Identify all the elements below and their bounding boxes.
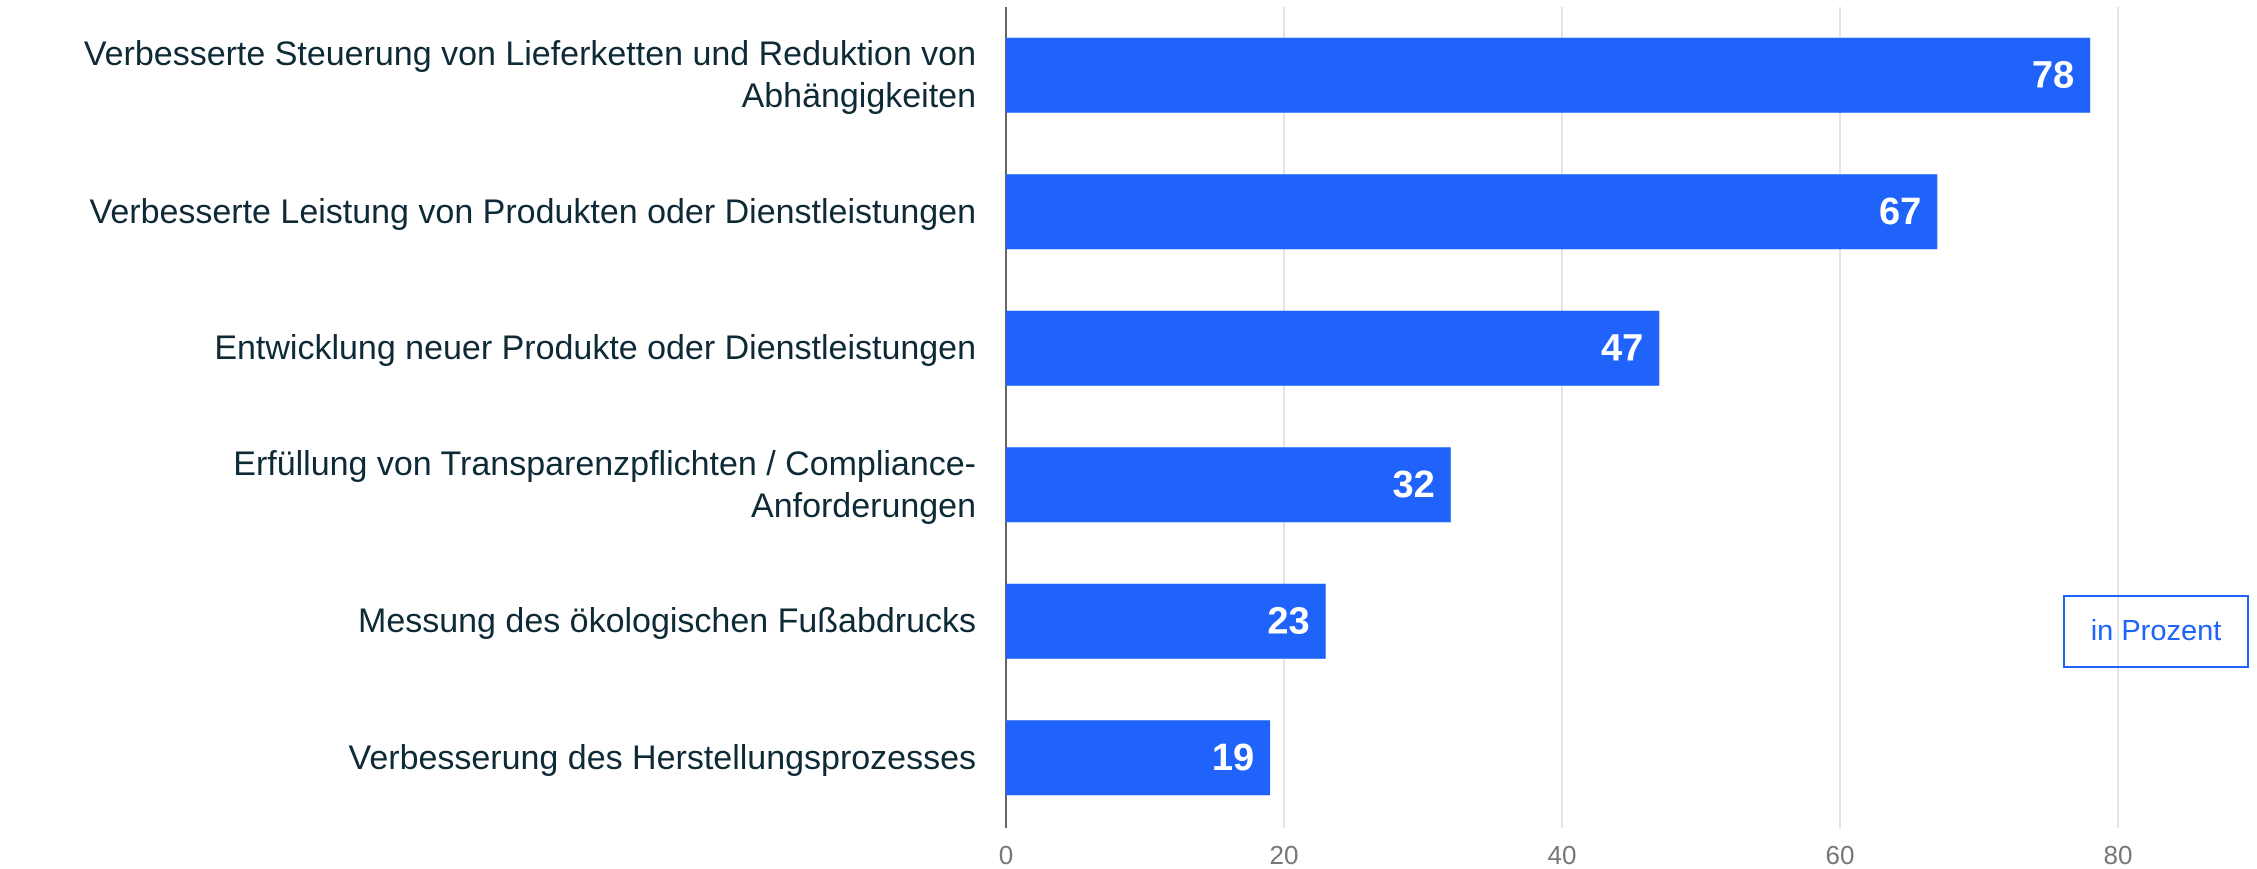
category-label: Verbesserung des Herstellungsprozesses — [348, 738, 976, 777]
bar — [1006, 310, 1660, 386]
bar — [1006, 583, 1326, 659]
value-label: 67 — [1879, 191, 1921, 233]
category-label: Verbesserte Leistung von Produkten oder … — [89, 192, 976, 231]
category-label: Messung des ökologischen Fußabdrucks — [358, 602, 976, 641]
value-label: 23 — [1267, 600, 1309, 642]
unit-note: in Prozent — [2063, 595, 2249, 668]
bar — [1006, 720, 1271, 796]
value-label: 32 — [1393, 464, 1435, 506]
bar — [1006, 37, 2091, 113]
value-label: 47 — [1601, 327, 1643, 369]
category-label: Erfüllung von Transparenzpflichten / Com… — [233, 444, 976, 525]
x-tick-label: 40 — [1548, 840, 1577, 869]
category-label: Verbesserte Steuerung von Lieferketten u… — [83, 35, 976, 116]
bar — [1006, 174, 1938, 250]
x-tick-label: 0 — [999, 840, 1013, 869]
bar — [1006, 447, 1451, 523]
category-label: Entwicklung neuer Produkte oder Dienstle… — [214, 329, 976, 368]
x-tick-label: 60 — [1826, 840, 1855, 869]
x-tick-label: 20 — [1270, 840, 1299, 869]
value-label: 78 — [2032, 54, 2074, 96]
value-label: 19 — [1212, 737, 1254, 779]
x-tick-label: 80 — [2104, 840, 2133, 869]
